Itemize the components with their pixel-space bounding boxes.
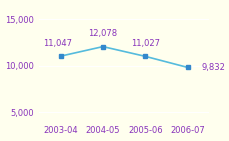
Text: 11,027: 11,027 <box>130 39 159 48</box>
Text: 11,047: 11,047 <box>43 39 72 48</box>
Text: 12,078: 12,078 <box>88 29 117 38</box>
Text: 9,832: 9,832 <box>201 63 225 72</box>
